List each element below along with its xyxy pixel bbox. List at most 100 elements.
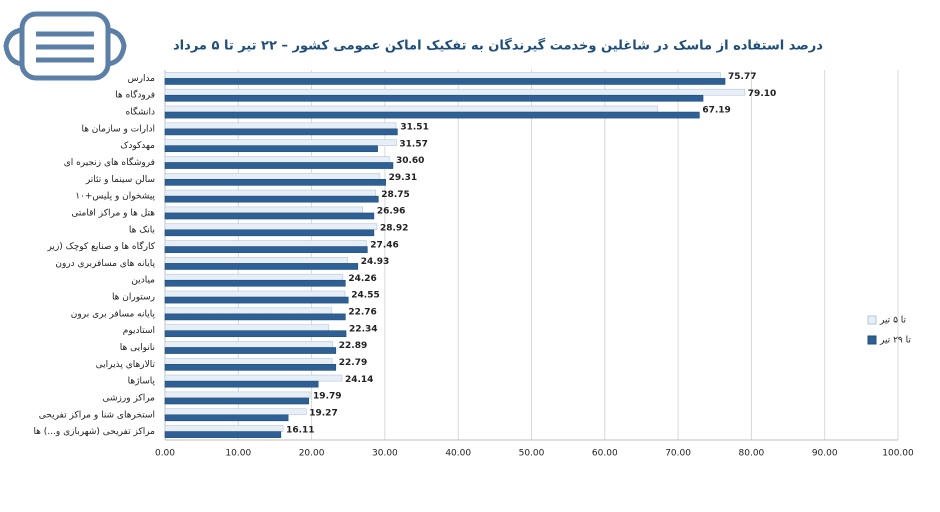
- x-tick-label: 10.00: [225, 449, 251, 459]
- bar: [164, 431, 282, 438]
- y-tick-label: بانک ها: [129, 225, 155, 235]
- bar: [164, 414, 289, 422]
- bar: [164, 156, 390, 163]
- data-label: 19.79: [313, 392, 341, 402]
- data-label: 26.96: [377, 207, 405, 217]
- bar: [164, 324, 330, 331]
- y-tick-label: رستوران ها: [112, 293, 155, 303]
- bar: [164, 357, 333, 365]
- bar: [164, 122, 397, 130]
- legend-swatch: [867, 335, 877, 345]
- data-label: 29.31: [389, 173, 417, 183]
- y-tick-label: مراکز تفریحی (شهربازی و...) ها: [33, 427, 155, 437]
- bar: [164, 195, 379, 203]
- y-tick-label: مراکز ورزشی: [103, 393, 156, 403]
- data-label: 28.75: [381, 190, 409, 200]
- y-tick-label: پایانه مسافر بری برون: [71, 309, 156, 319]
- x-tick-label: 70.00: [665, 449, 691, 459]
- y-tick-label: نانوایی ها: [120, 343, 155, 353]
- bar: [164, 94, 704, 102]
- data-label: 79.10: [748, 89, 776, 99]
- bar: [164, 313, 346, 321]
- x-tick-label: 0.00: [155, 449, 175, 459]
- x-tick-label: 80.00: [739, 449, 765, 459]
- y-tick-label: استخرهای شنا و مراکز تفریحی: [39, 410, 155, 420]
- bar: [164, 72, 721, 79]
- bar: [164, 128, 398, 136]
- x-tick-label: 100.00: [882, 449, 914, 459]
- bar: [164, 105, 658, 113]
- bar: [164, 374, 343, 382]
- y-tick-label: سالن سینما و تئاتر: [85, 175, 155, 185]
- x-tick-label: 50.00: [519, 449, 545, 459]
- data-label: 24.55: [351, 291, 379, 301]
- x-tick-label: 40.00: [445, 449, 471, 459]
- x-tick-label: 60.00: [592, 449, 618, 459]
- legend-swatch: [867, 315, 877, 325]
- bar: [164, 162, 394, 169]
- data-label: 30.60: [396, 156, 424, 166]
- y-tick-label: فروشگاه های زنجیره ای: [64, 156, 155, 168]
- bar: [164, 145, 378, 153]
- data-label: 24.26: [348, 274, 376, 284]
- data-label: 22.89: [339, 341, 367, 351]
- bar: [164, 212, 375, 220]
- y-tick-label: میادین: [131, 276, 155, 286]
- mask-icon: [3, 11, 127, 81]
- bar: [164, 380, 319, 388]
- x-tick-label: 30.00: [372, 449, 398, 459]
- y-tick-label: فرودگاه ها: [115, 89, 155, 101]
- y-tick-label: مدارس: [128, 74, 156, 84]
- bar: [164, 88, 746, 96]
- bar: [164, 206, 363, 214]
- bar: [164, 240, 367, 247]
- bar: [164, 229, 375, 237]
- bar: [164, 425, 284, 432]
- bar: [164, 307, 333, 315]
- bar: [164, 279, 346, 287]
- bar: [164, 189, 377, 197]
- y-tick-label: پیشخوان و پلیس+۱۰: [75, 192, 155, 202]
- data-label: 31.57: [399, 139, 427, 149]
- bar: [164, 179, 386, 186]
- bar: [164, 246, 368, 253]
- bar: [164, 397, 309, 405]
- bar: [164, 257, 349, 264]
- data-label: 31.51: [400, 123, 428, 133]
- bar: [164, 364, 337, 371]
- legend-label: تا ۲۹ تیر: [879, 336, 911, 346]
- y-tick-label: تالارهای پذیرایی: [96, 360, 156, 370]
- y-tick-label: مهدکودک: [120, 140, 155, 151]
- y-tick-label: دانشگاه: [126, 106, 155, 118]
- bar: [164, 408, 307, 416]
- y-tick-label: پایانه های مسافربری درون: [55, 259, 155, 269]
- data-label: 22.34: [349, 324, 377, 334]
- data-label: 67.19: [702, 106, 730, 116]
- y-tick-label: هتل ها و مراکز اقامتی: [71, 208, 155, 218]
- bar: [164, 139, 397, 146]
- y-tick-label: پاساژها: [128, 377, 156, 387]
- legend-label: تا ۵ تیر: [879, 316, 907, 326]
- y-tick-label: ادارات و سازمان ها: [81, 124, 155, 134]
- x-tick-label: 90.00: [812, 449, 838, 459]
- bar: [164, 296, 349, 304]
- data-label: 24.14: [345, 375, 373, 385]
- bar: [164, 78, 726, 85]
- data-label: 28.92: [380, 223, 408, 233]
- bar: [164, 172, 381, 180]
- bar: [164, 330, 347, 338]
- bar: [164, 273, 344, 281]
- data-label: 16.11: [286, 425, 314, 435]
- data-label: 22.79: [339, 358, 367, 368]
- data-label: 19.27: [309, 408, 337, 418]
- data-label: 22.76: [348, 308, 376, 318]
- y-tick-label: استادیوم: [123, 326, 155, 336]
- data-label: 75.77: [728, 72, 756, 82]
- bar: [164, 347, 337, 354]
- data-label: 27.46: [370, 240, 398, 250]
- bar: [164, 223, 378, 231]
- data-label: 24.93: [361, 257, 389, 267]
- bar: [164, 391, 311, 399]
- y-tick-label: کارگاه ها و صنایع کوچک (زیر: [46, 240, 155, 252]
